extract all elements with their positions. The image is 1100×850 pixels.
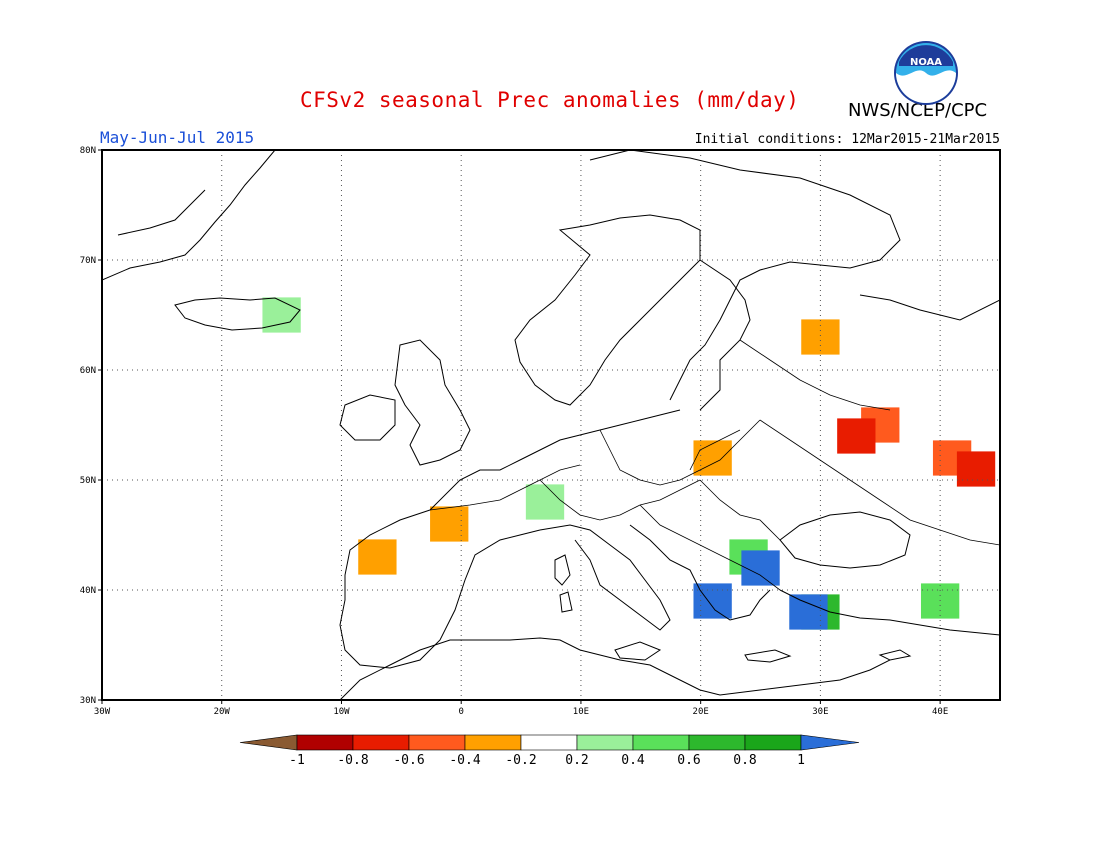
anomaly-cell	[789, 594, 828, 630]
colorbar-bin	[632, 734, 690, 751]
anomaly-cell	[262, 297, 301, 333]
colorbar-bin	[408, 734, 466, 751]
colorbar-tick-label: -0.8	[337, 753, 368, 768]
lat-tick-label: 50N	[80, 476, 96, 486]
colorbar-left-arrow	[239, 734, 298, 751]
initial-conditions: Initial conditions: 12Mar2015-21Mar2015	[694, 132, 1000, 147]
anomaly-cell	[358, 539, 397, 575]
lon-tick-label: 30E	[812, 707, 828, 717]
lat-tick-label: 60N	[80, 366, 96, 376]
anomaly-cell	[741, 550, 780, 586]
colorbar-tick-label: 0.8	[733, 753, 756, 768]
colorbar-bin	[296, 734, 354, 751]
colorbar-bin	[464, 734, 522, 751]
axis-ticks: 30W 20W 10W 0 10E 20E 30E 40E 30N 40N 50N 60N 70N 80N	[80, 146, 949, 717]
borders	[429, 339, 1000, 591]
colorbar-bin	[744, 734, 802, 751]
colorbar-right-arrow	[800, 734, 860, 751]
anomaly-cell	[801, 319, 840, 355]
agency-label: NWS/NCEP/CPC	[848, 100, 988, 121]
colorbar-tick-label: 1	[797, 753, 805, 768]
anomaly-cell	[430, 506, 469, 542]
anomaly-cell	[956, 451, 996, 487]
logo-text: NOAA	[910, 57, 942, 68]
colorbar-bin	[352, 734, 410, 751]
lon-tick-label: 10E	[573, 707, 589, 717]
anomaly-cell	[837, 418, 876, 454]
colorbar-tick-label: -0.4	[449, 753, 480, 768]
map-frame	[101, 149, 1001, 701]
anomaly-cell	[525, 484, 565, 520]
lon-tick-label: 0	[458, 707, 463, 717]
lon-tick-label: 20W	[214, 707, 231, 717]
lat-tick-label: 70N	[80, 256, 96, 266]
colorbar-bin	[688, 734, 746, 751]
lat-tick-label: 80N	[80, 146, 96, 156]
colorbar: -1 -0.8 -0.6 -0.4 -0.2 0.2 0.4 0.6 0.8 1	[239, 734, 860, 768]
lat-tick-label: 40N	[80, 586, 96, 596]
anomaly-patches	[262, 297, 996, 630]
colorbar-bin	[576, 734, 634, 751]
noaa-logo-icon: NOAA	[894, 41, 958, 105]
colorbar-tick-label: -0.2	[505, 753, 536, 768]
chart-title: CFSv2 seasonal Prec anomalies (mm/day)	[300, 88, 800, 112]
coastlines	[102, 150, 1000, 700]
colorbar-tick-label: 0.4	[621, 753, 645, 768]
colorbar-tick-label: -1	[289, 753, 305, 768]
lon-tick-label: 20E	[693, 707, 709, 717]
lon-tick-label: 40E	[932, 707, 948, 717]
lon-tick-label: 30W	[94, 707, 111, 717]
lat-tick-label: 30N	[80, 696, 96, 706]
colorbar-tick-label: 0.2	[565, 753, 588, 768]
colorbar-bin	[520, 734, 578, 751]
colorbar-tick-label: -0.6	[393, 753, 424, 768]
colorbar-tick-label: 0.6	[677, 753, 700, 768]
graticule	[102, 150, 1000, 700]
lon-tick-label: 10W	[333, 707, 350, 717]
forecast-period: May-Jun-Jul 2015	[100, 128, 255, 147]
